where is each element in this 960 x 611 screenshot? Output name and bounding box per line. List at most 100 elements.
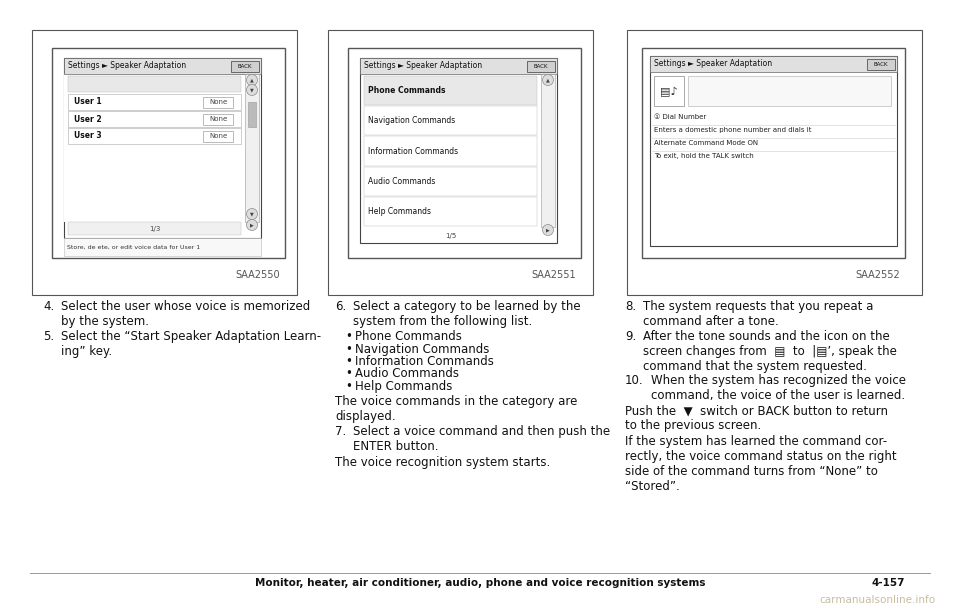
- Text: ▼: ▼: [251, 211, 253, 216]
- Bar: [360, 58, 557, 74]
- Bar: [360, 58, 557, 243]
- Text: The system requests that you repeat a
command after a tone.: The system requests that you repeat a co…: [643, 300, 874, 328]
- Text: •: •: [345, 331, 352, 343]
- Text: Audio Commands: Audio Commands: [355, 367, 459, 380]
- Bar: [654, 76, 684, 106]
- Bar: [68, 94, 241, 110]
- Bar: [364, 197, 537, 226]
- Text: User 2: User 2: [74, 114, 102, 123]
- Bar: [203, 131, 233, 142]
- Text: Alternate Command Mode ON: Alternate Command Mode ON: [654, 140, 758, 146]
- Text: 7.: 7.: [335, 425, 347, 438]
- Text: ▶: ▶: [546, 227, 550, 233]
- Text: Select the “Start Speaker Adaptation Learn-
ing” key.: Select the “Start Speaker Adaptation Lea…: [61, 331, 322, 358]
- Polygon shape: [64, 74, 245, 222]
- Bar: [248, 102, 256, 127]
- Bar: [867, 59, 895, 70]
- Bar: [348, 48, 581, 258]
- Text: 1/3: 1/3: [149, 225, 160, 232]
- Text: 1/5: 1/5: [444, 233, 456, 239]
- Text: carmanualsonline.info: carmanualsonline.info: [819, 595, 935, 605]
- Bar: [650, 56, 897, 72]
- Text: User 3: User 3: [74, 131, 102, 141]
- Text: Store, de ete, or edit voice data for User 1: Store, de ete, or edit voice data for Us…: [67, 244, 200, 249]
- Text: 4.: 4.: [43, 300, 55, 313]
- Text: None: None: [209, 133, 228, 139]
- Bar: [68, 76, 241, 92]
- Circle shape: [542, 224, 554, 235]
- Bar: [541, 74, 555, 227]
- Text: SAA2552: SAA2552: [855, 270, 900, 280]
- Text: BACK: BACK: [534, 64, 548, 68]
- Text: ▲: ▲: [546, 78, 550, 82]
- Text: Phone Commands: Phone Commands: [355, 331, 462, 343]
- Text: Navigation Commands: Navigation Commands: [355, 343, 490, 356]
- Text: ▼: ▼: [251, 87, 253, 92]
- Text: Audio Commands: Audio Commands: [368, 177, 436, 186]
- Text: ▤♪: ▤♪: [660, 86, 678, 96]
- Text: Navigation Commands: Navigation Commands: [368, 116, 455, 125]
- Bar: [364, 136, 537, 166]
- Bar: [642, 48, 905, 258]
- Text: To exit, hold the TALK switch: To exit, hold the TALK switch: [654, 153, 754, 159]
- Bar: [231, 60, 259, 71]
- Text: Settings ► Speaker Adaptation: Settings ► Speaker Adaptation: [68, 62, 186, 70]
- Text: ▲: ▲: [251, 78, 253, 82]
- Text: 9.: 9.: [625, 331, 636, 343]
- Text: Select a voice command and then push the
ENTER button.: Select a voice command and then push the…: [353, 425, 611, 453]
- Bar: [627, 30, 922, 295]
- Bar: [328, 30, 593, 295]
- Text: SAA2550: SAA2550: [235, 270, 280, 280]
- Circle shape: [247, 208, 257, 219]
- Text: Select the user whose voice is memorized
by the system.: Select the user whose voice is memorized…: [61, 300, 310, 328]
- Text: 5.: 5.: [43, 331, 54, 343]
- Bar: [68, 111, 241, 127]
- Text: Settings ► Speaker Adaptation: Settings ► Speaker Adaptation: [364, 62, 482, 70]
- Text: If the system has learned the command cor-
rectly, the voice command status on t: If the system has learned the command co…: [625, 434, 897, 492]
- Bar: [364, 106, 537, 136]
- Bar: [364, 167, 537, 196]
- Text: Select a category to be learned by the
system from the following list.: Select a category to be learned by the s…: [353, 300, 581, 328]
- Text: 6.: 6.: [335, 300, 347, 313]
- Text: •: •: [345, 343, 352, 356]
- Text: •: •: [345, 367, 352, 380]
- Bar: [64, 238, 261, 256]
- Text: The voice recognition system starts.: The voice recognition system starts.: [335, 456, 550, 469]
- Bar: [650, 56, 897, 246]
- Bar: [64, 58, 261, 74]
- Text: Help Commands: Help Commands: [368, 207, 431, 216]
- Bar: [68, 222, 241, 235]
- Text: Phone Commands: Phone Commands: [368, 86, 445, 95]
- Bar: [52, 48, 285, 258]
- Text: 10.: 10.: [625, 374, 643, 387]
- Text: Help Commands: Help Commands: [355, 379, 452, 393]
- Circle shape: [542, 75, 554, 86]
- Text: ① Dial Number: ① Dial Number: [654, 114, 707, 120]
- Text: Information Commands: Information Commands: [368, 147, 458, 156]
- Text: None: None: [209, 116, 228, 122]
- Text: User 1: User 1: [74, 98, 102, 106]
- Bar: [64, 58, 261, 238]
- Circle shape: [247, 219, 257, 230]
- Bar: [68, 128, 241, 144]
- Text: BACK: BACK: [238, 64, 252, 68]
- Text: 4-157: 4-157: [872, 578, 905, 588]
- Bar: [203, 114, 233, 125]
- Bar: [245, 74, 259, 222]
- Text: •: •: [345, 355, 352, 368]
- Text: When the system has recognized the voice
command, the voice of the user is learn: When the system has recognized the voice…: [651, 374, 906, 402]
- Circle shape: [247, 84, 257, 95]
- Bar: [203, 97, 233, 108]
- Text: SAA2551: SAA2551: [532, 270, 576, 280]
- Text: 8.: 8.: [625, 300, 636, 313]
- Bar: [688, 76, 891, 106]
- Text: After the tone sounds and the icon on the
screen changes from  ▤  to  |▤’, speak: After the tone sounds and the icon on th…: [643, 331, 897, 373]
- Bar: [364, 76, 537, 105]
- Text: Enters a domestic phone number and dials it: Enters a domestic phone number and dials…: [654, 127, 811, 133]
- Text: Settings ► Speaker Adaptation: Settings ► Speaker Adaptation: [654, 59, 772, 68]
- Text: Information Commands: Information Commands: [355, 355, 493, 368]
- Text: BACK: BACK: [874, 62, 888, 67]
- Text: None: None: [209, 99, 228, 105]
- Text: •: •: [345, 379, 352, 393]
- Text: Monitor, heater, air conditioner, audio, phone and voice recognition systems: Monitor, heater, air conditioner, audio,…: [254, 578, 706, 588]
